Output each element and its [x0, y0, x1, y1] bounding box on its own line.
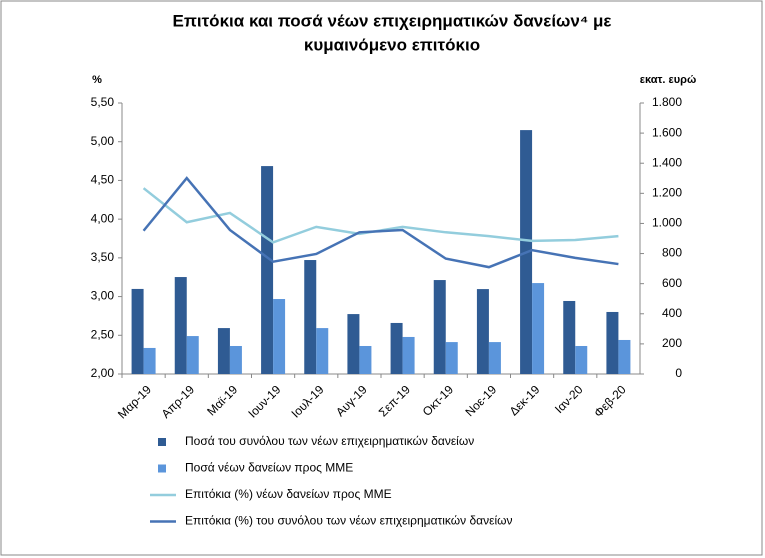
bar	[273, 299, 286, 374]
y2-tick-label: 400	[662, 306, 682, 320]
bar	[186, 336, 199, 374]
chart-title: Επιτόκια και ποσά νέων επιχειρηματικών δ…	[173, 11, 612, 30]
y2-tick-label: 1.800	[652, 95, 682, 109]
bar	[261, 166, 274, 374]
bar	[390, 322, 403, 374]
bar	[563, 300, 576, 374]
bar	[217, 328, 230, 374]
bar	[174, 277, 187, 374]
bar	[359, 345, 372, 374]
legend-label: Επιτόκια (%) νέων δανείων προς ΜΜΕ	[185, 487, 392, 501]
bar	[575, 345, 588, 374]
bar	[402, 336, 415, 374]
y-tick-label: 5,50	[91, 95, 115, 109]
line	[142, 176, 619, 269]
bar	[476, 289, 489, 374]
bar	[606, 311, 619, 374]
y2-tick-label: 1.200	[652, 186, 682, 200]
y2-tick-label: 0	[675, 366, 682, 380]
bar	[445, 342, 458, 374]
bar	[433, 280, 446, 374]
y2-tick-label: 1.400	[652, 155, 682, 169]
y-tick-label: 4,50	[91, 173, 115, 187]
y2-tick-label: 1.000	[652, 216, 682, 230]
bar	[229, 345, 242, 374]
y-tick-label: 3,50	[91, 250, 115, 264]
bar	[143, 347, 156, 374]
legend-swatch	[158, 438, 166, 446]
y2-tick-label: 200	[662, 336, 682, 350]
bar	[618, 339, 631, 374]
y-axis-label: %	[92, 74, 102, 86]
y-tick-label: 3,00	[91, 289, 115, 303]
bar	[532, 283, 545, 374]
y2-tick-label: 600	[662, 276, 682, 290]
bar	[304, 260, 317, 374]
chart-title: κυμαινόμενο επιτόκιο	[304, 35, 480, 54]
y-tick-label: 4,00	[91, 211, 115, 225]
legend-swatch	[158, 464, 166, 473]
y2-tick-label: 1.600	[652, 125, 682, 139]
bar	[488, 342, 501, 374]
bar	[347, 314, 360, 374]
y-tick-label: 5,00	[91, 134, 115, 148]
y-tick-label: 2,00	[91, 366, 115, 380]
bar	[131, 288, 144, 374]
y-tick-label: 2,50	[91, 327, 115, 341]
legend-label: Επιτόκια (%) του συνόλου των νέων επιχει…	[185, 514, 513, 528]
bar	[316, 328, 329, 374]
y2-tick-label: 800	[662, 246, 682, 260]
legend-label: Ποσά νέων δανείων προς ΜΜΕ	[185, 461, 353, 475]
legend-label: Ποσά του συνόλου των νέων επιχειρηματικώ…	[185, 434, 474, 448]
y2-axis-label: εκατ. ευρώ	[640, 74, 697, 86]
